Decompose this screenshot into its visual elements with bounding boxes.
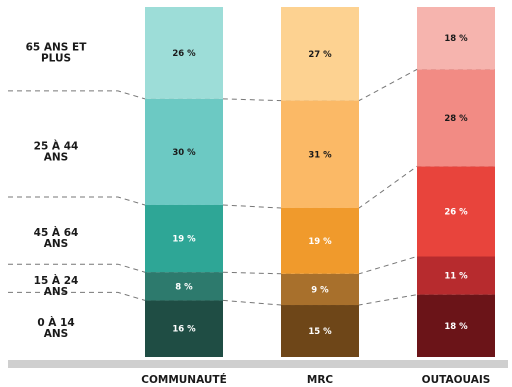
age-group-label: 0 À 14 ANS bbox=[37, 316, 74, 340]
segment-value-label: 9 % bbox=[311, 285, 329, 295]
bar-segment bbox=[145, 98, 223, 205]
connector-line bbox=[8, 256, 495, 275]
age-group-label: 25 À 44 ANS bbox=[34, 139, 79, 163]
age-group-labels: 0 À 14 ANS 15 À 24 ANS 45 À 64 ANS 25 À 44 ANS 6… bbox=[26, 41, 88, 340]
segment-value-label: 30 % bbox=[172, 148, 196, 158]
segment-value-label: 27 % bbox=[308, 50, 332, 60]
connector-lines bbox=[8, 68, 495, 306]
bar-segment bbox=[281, 305, 359, 357]
bar-segment bbox=[145, 204, 223, 273]
bar-segment bbox=[281, 273, 359, 306]
segment-value-label: 31 % bbox=[308, 150, 332, 160]
segment-value-label: 11 % bbox=[444, 272, 468, 282]
baseline bbox=[8, 360, 508, 368]
category-label: MRC bbox=[307, 374, 334, 386]
segment-value-label: 15 % bbox=[308, 327, 332, 337]
segment-value-label: 28 % bbox=[444, 114, 468, 124]
connector-line bbox=[8, 165, 495, 209]
category-label: COMMUNAUTÉ bbox=[141, 373, 227, 386]
segment-value-label: 26 % bbox=[172, 49, 196, 59]
bar-segment bbox=[417, 166, 495, 257]
segment-value-label: 18 % bbox=[444, 322, 468, 332]
bar-segment bbox=[281, 7, 359, 101]
bar-segment bbox=[145, 7, 223, 99]
connector-line bbox=[8, 291, 495, 306]
bar-segment bbox=[417, 256, 495, 295]
segment-value-label: 19 % bbox=[172, 235, 196, 245]
segment-value-label: 19 % bbox=[308, 237, 332, 247]
bar-segment bbox=[417, 69, 495, 167]
segment-value-label: 8 % bbox=[175, 282, 193, 292]
segment-value-label: 16 % bbox=[172, 325, 196, 335]
bar-segment bbox=[281, 100, 359, 208]
bar-segment bbox=[281, 207, 359, 274]
category-labels: COMMUNAUTÉ MRC OUTAOUAIS bbox=[141, 373, 490, 386]
age-group-label: 15 À 24 ANS bbox=[34, 274, 79, 298]
age-group-label: 65 ANS ET PLUS bbox=[26, 41, 88, 64]
connector-line bbox=[8, 68, 495, 102]
bar-segment bbox=[145, 300, 223, 357]
bars bbox=[145, 7, 495, 357]
category-label: OUTAOUAIS bbox=[422, 374, 491, 386]
segment-value-label: 18 % bbox=[444, 34, 468, 44]
age-group-label: 45 À 64 ANS bbox=[34, 226, 79, 250]
bar-segment bbox=[145, 272, 223, 301]
bar-segment bbox=[417, 294, 495, 357]
segment-value-label: 26 % bbox=[444, 207, 468, 217]
segment-labels: 16 % 15 % 18 % 8 % 9 % 11 % 19 % 19 % 26 % 30 % 31… bbox=[172, 34, 468, 337]
bar-segment bbox=[417, 7, 495, 70]
